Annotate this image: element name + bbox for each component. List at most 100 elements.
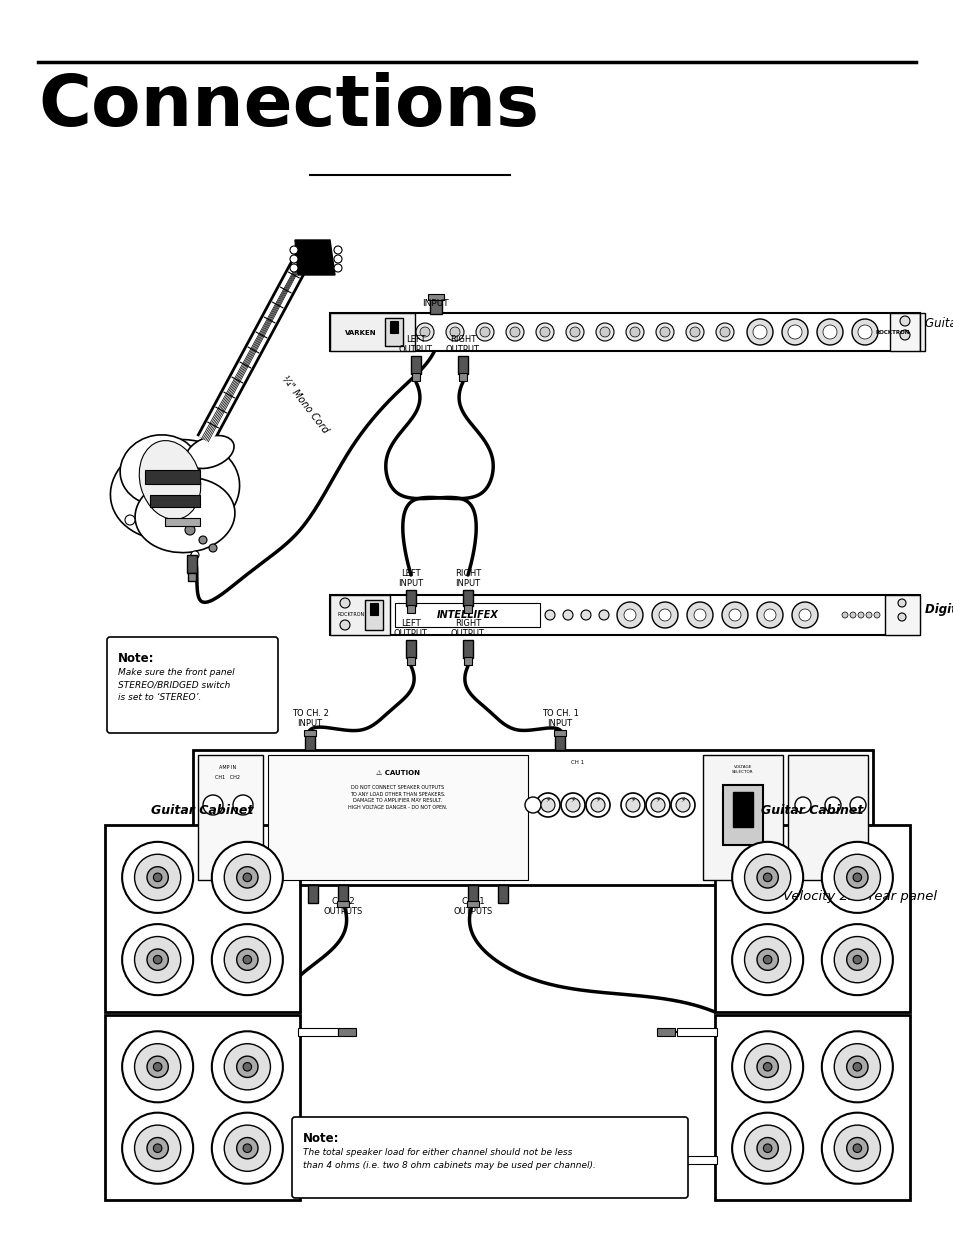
Circle shape: [756, 1056, 778, 1077]
Circle shape: [846, 948, 867, 971]
Bar: [330, 312, 919, 351]
Circle shape: [224, 1044, 270, 1091]
Circle shape: [212, 1031, 283, 1103]
Circle shape: [743, 1044, 790, 1091]
Bar: [330, 312, 415, 351]
Bar: [105, 1015, 299, 1200]
Ellipse shape: [111, 440, 239, 541]
Circle shape: [721, 601, 747, 629]
Bar: [406, 590, 416, 606]
Bar: [412, 373, 419, 382]
Bar: [884, 595, 919, 635]
Circle shape: [212, 1113, 283, 1183]
Bar: [463, 657, 472, 664]
Circle shape: [446, 324, 463, 341]
Bar: [407, 657, 415, 664]
Circle shape: [191, 551, 199, 559]
Text: Velocity 250 rear panel: Velocity 250 rear panel: [782, 890, 936, 903]
Bar: [385, 317, 402, 346]
Circle shape: [236, 948, 257, 971]
Circle shape: [134, 855, 180, 900]
Circle shape: [598, 610, 608, 620]
Circle shape: [147, 948, 168, 971]
Circle shape: [524, 797, 540, 813]
Circle shape: [756, 1137, 778, 1158]
Text: Guitar Cabinet: Guitar Cabinet: [151, 804, 253, 818]
Bar: [406, 640, 416, 658]
Text: Make sure the front panel
STEREO/BRIDGED switch
is set to ‘STEREO’.: Make sure the front panel STEREO/BRIDGED…: [118, 668, 234, 701]
Circle shape: [565, 324, 583, 341]
Circle shape: [243, 1062, 252, 1071]
Text: Note:: Note:: [303, 1132, 339, 1145]
Text: CH1   CH2: CH1 CH2: [215, 776, 240, 781]
Circle shape: [476, 324, 494, 341]
Circle shape: [625, 798, 639, 811]
Circle shape: [865, 613, 871, 618]
Polygon shape: [294, 240, 335, 275]
Circle shape: [122, 1031, 193, 1103]
Circle shape: [416, 324, 434, 341]
Circle shape: [565, 798, 579, 811]
Circle shape: [849, 797, 865, 813]
Text: CH 1: CH 1: [571, 760, 584, 764]
Circle shape: [656, 324, 673, 341]
Bar: [297, 1156, 337, 1165]
Circle shape: [209, 543, 216, 552]
Bar: [395, 603, 539, 627]
Circle shape: [290, 246, 297, 254]
Circle shape: [762, 956, 771, 963]
FancyBboxPatch shape: [292, 1116, 687, 1198]
Circle shape: [852, 873, 861, 882]
Circle shape: [236, 1137, 257, 1158]
Text: The total speaker load for either channel should not be less
than 4 ohms (i.e. t: The total speaker load for either channe…: [303, 1149, 596, 1170]
Circle shape: [846, 1137, 867, 1158]
Bar: [497, 885, 507, 903]
Circle shape: [716, 324, 733, 341]
Circle shape: [821, 842, 892, 913]
Circle shape: [620, 793, 644, 818]
Circle shape: [236, 1056, 257, 1077]
Bar: [428, 294, 443, 300]
Text: LEFT
OUTPUT: LEFT OUTPUT: [394, 619, 428, 638]
Text: ⚡: ⚡: [545, 797, 550, 803]
Circle shape: [659, 327, 669, 337]
Circle shape: [243, 956, 252, 963]
Circle shape: [762, 1144, 771, 1152]
Circle shape: [651, 601, 678, 629]
Circle shape: [569, 327, 579, 337]
Text: INPUT: INPUT: [421, 299, 448, 308]
Circle shape: [243, 1144, 252, 1152]
Bar: [305, 732, 314, 750]
Circle shape: [685, 324, 703, 341]
Text: TO CH. 2
INPUT: TO CH. 2 INPUT: [292, 709, 328, 727]
Circle shape: [153, 873, 162, 882]
Circle shape: [185, 525, 194, 535]
Circle shape: [339, 620, 350, 630]
Circle shape: [743, 936, 790, 983]
Bar: [702, 755, 782, 881]
Circle shape: [731, 1031, 802, 1103]
Circle shape: [334, 246, 341, 254]
Circle shape: [419, 327, 430, 337]
Bar: [337, 885, 348, 903]
Circle shape: [728, 609, 740, 621]
Text: ⚠ CAUTION: ⚠ CAUTION: [375, 769, 419, 776]
Text: VARKEN: VARKEN: [345, 330, 376, 336]
Circle shape: [731, 1113, 802, 1183]
Circle shape: [791, 601, 817, 629]
Text: ROCKTRON: ROCKTRON: [337, 613, 365, 618]
Circle shape: [833, 1044, 880, 1091]
Ellipse shape: [135, 478, 234, 552]
Bar: [657, 1156, 675, 1165]
Circle shape: [560, 793, 584, 818]
Circle shape: [816, 319, 842, 345]
Circle shape: [212, 842, 283, 913]
Circle shape: [590, 798, 604, 811]
Circle shape: [852, 1062, 861, 1071]
Text: RIGHT
INPUT: RIGHT INPUT: [455, 568, 480, 588]
Circle shape: [645, 793, 669, 818]
Circle shape: [821, 924, 892, 995]
Circle shape: [756, 867, 778, 888]
Circle shape: [544, 610, 555, 620]
Circle shape: [873, 613, 879, 618]
